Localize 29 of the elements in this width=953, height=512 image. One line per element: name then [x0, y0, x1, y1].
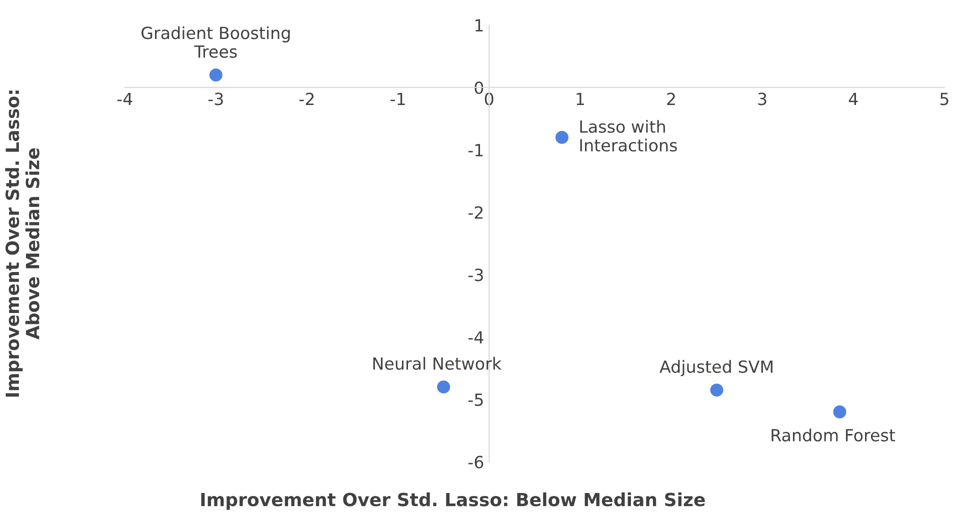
point — [710, 384, 724, 397]
x-tick-label: 2 — [667, 92, 675, 106]
x-tick-label: 0 — [484, 92, 494, 106]
y-tick-label: -2 — [468, 206, 483, 219]
x-tick-label: -4 — [117, 92, 132, 106]
annotation: Random Forest — [772, 428, 896, 442]
point — [209, 68, 222, 82]
y-tick-label: -4 — [468, 331, 484, 344]
annotation: Adjusted SVM — [660, 360, 772, 376]
x-tick-label: -1 — [390, 92, 405, 106]
y-tick-label: 1 — [475, 19, 483, 32]
x-tick-label: 3 — [758, 92, 766, 106]
x-tick-label: -2 — [299, 92, 314, 106]
y-tick-label: -5 — [468, 394, 483, 406]
y-tick-label: -6 — [468, 456, 484, 468]
point — [833, 405, 846, 418]
y-tick-label: -3 — [468, 268, 483, 282]
annotation: Neural Network — [373, 356, 502, 370]
y-tick-label: -1 — [468, 144, 483, 156]
x-tick-label: -3 — [208, 92, 223, 106]
annotation: Lasso with Interactions — [580, 120, 677, 152]
x-tick-label: 5 — [940, 92, 948, 106]
point — [437, 380, 450, 394]
x-tick-label: 4 — [848, 92, 858, 106]
point — [555, 130, 568, 144]
annotation: Gradient Boosting Trees — [142, 26, 290, 58]
x-tick-label: 1 — [576, 92, 584, 106]
x-axis-title: Improvement Over Std. Lasso: Below Median Size — [201, 492, 705, 510]
y-axis-title: Improvement Over Std. Lasso: Above Median Size — [5, 90, 40, 397]
